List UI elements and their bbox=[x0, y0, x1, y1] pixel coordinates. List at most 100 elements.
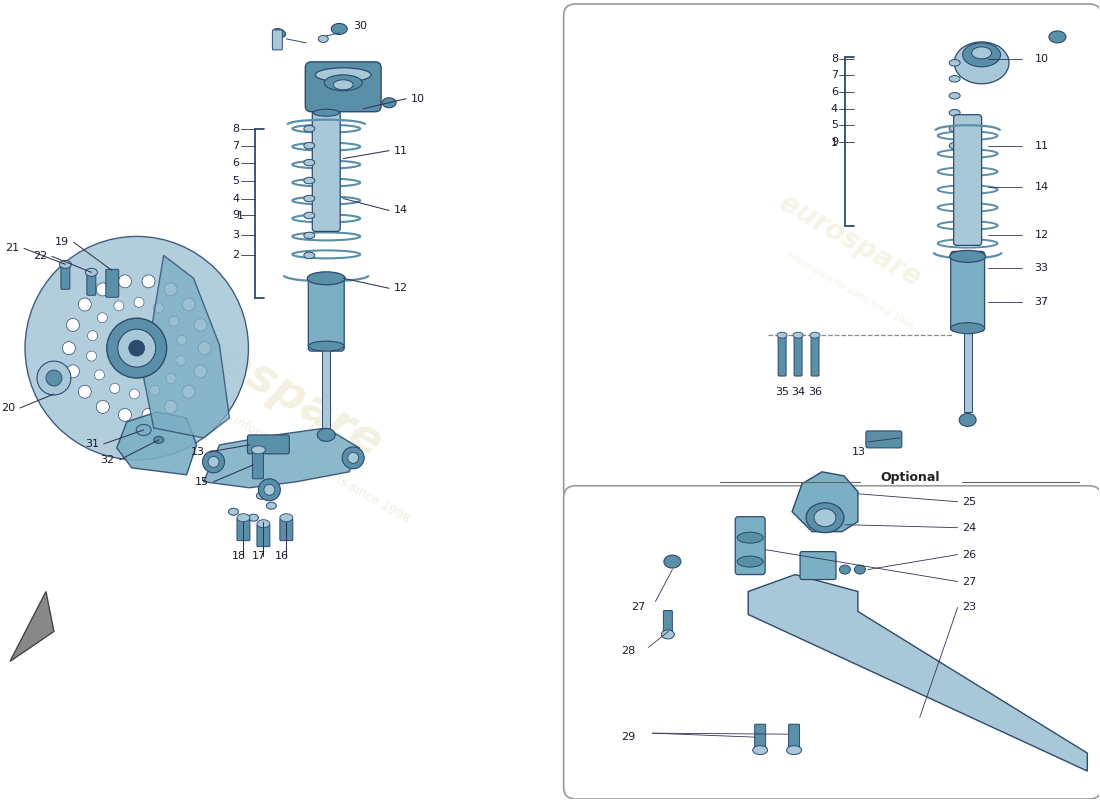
Polygon shape bbox=[117, 412, 197, 475]
Circle shape bbox=[264, 484, 275, 495]
FancyBboxPatch shape bbox=[248, 435, 289, 454]
Circle shape bbox=[134, 298, 144, 307]
Ellipse shape bbox=[971, 47, 991, 59]
Text: 33: 33 bbox=[1034, 263, 1048, 274]
Ellipse shape bbox=[959, 414, 976, 426]
Circle shape bbox=[63, 342, 76, 354]
Circle shape bbox=[164, 400, 177, 414]
Circle shape bbox=[208, 456, 219, 467]
Ellipse shape bbox=[316, 68, 371, 82]
Text: 34: 34 bbox=[791, 387, 805, 397]
Ellipse shape bbox=[273, 29, 286, 38]
Circle shape bbox=[97, 283, 109, 296]
Text: 12: 12 bbox=[1034, 230, 1048, 241]
Text: 4: 4 bbox=[830, 104, 838, 114]
Circle shape bbox=[194, 318, 207, 331]
Text: 19: 19 bbox=[55, 238, 69, 247]
Circle shape bbox=[166, 374, 176, 383]
Ellipse shape bbox=[236, 514, 250, 522]
Polygon shape bbox=[10, 591, 54, 662]
Text: eurospare: eurospare bbox=[133, 293, 389, 467]
Circle shape bbox=[119, 275, 131, 288]
FancyBboxPatch shape bbox=[866, 431, 902, 448]
FancyBboxPatch shape bbox=[663, 610, 672, 633]
Circle shape bbox=[194, 365, 207, 378]
Text: 30: 30 bbox=[353, 21, 367, 31]
FancyBboxPatch shape bbox=[279, 518, 293, 541]
Ellipse shape bbox=[314, 110, 339, 116]
Ellipse shape bbox=[304, 232, 315, 238]
Text: 17: 17 bbox=[252, 550, 265, 561]
Ellipse shape bbox=[949, 60, 960, 66]
Circle shape bbox=[97, 313, 108, 322]
Ellipse shape bbox=[949, 93, 960, 99]
Circle shape bbox=[164, 283, 177, 296]
Circle shape bbox=[37, 361, 70, 395]
Ellipse shape bbox=[949, 126, 960, 132]
Ellipse shape bbox=[855, 565, 866, 574]
Polygon shape bbox=[144, 255, 230, 438]
Ellipse shape bbox=[664, 555, 681, 568]
Circle shape bbox=[183, 298, 195, 311]
Ellipse shape bbox=[382, 98, 396, 108]
Text: 12: 12 bbox=[394, 283, 408, 294]
Ellipse shape bbox=[136, 425, 151, 435]
Text: Optional: Optional bbox=[880, 471, 939, 484]
Circle shape bbox=[150, 386, 160, 395]
Ellipse shape bbox=[154, 437, 164, 443]
Ellipse shape bbox=[324, 75, 362, 90]
FancyBboxPatch shape bbox=[950, 251, 984, 331]
Circle shape bbox=[118, 329, 156, 367]
FancyBboxPatch shape bbox=[106, 270, 119, 298]
Circle shape bbox=[258, 479, 280, 501]
FancyBboxPatch shape bbox=[273, 30, 283, 50]
Text: 18: 18 bbox=[231, 550, 245, 561]
FancyBboxPatch shape bbox=[811, 336, 819, 376]
Text: 16: 16 bbox=[274, 550, 288, 561]
Circle shape bbox=[202, 451, 224, 473]
Text: 11: 11 bbox=[1034, 141, 1048, 150]
Ellipse shape bbox=[318, 35, 328, 42]
Ellipse shape bbox=[307, 272, 345, 285]
FancyBboxPatch shape bbox=[306, 62, 381, 112]
Circle shape bbox=[114, 301, 124, 311]
Ellipse shape bbox=[304, 195, 315, 202]
Ellipse shape bbox=[59, 260, 72, 268]
Ellipse shape bbox=[304, 126, 315, 132]
Text: information for parts since 1998: information for parts since 1998 bbox=[231, 414, 411, 526]
Text: 20: 20 bbox=[1, 403, 15, 413]
Text: 26: 26 bbox=[961, 550, 976, 560]
Text: 1: 1 bbox=[830, 138, 838, 148]
Ellipse shape bbox=[737, 532, 763, 543]
Text: 27: 27 bbox=[961, 577, 976, 586]
Ellipse shape bbox=[810, 332, 820, 338]
Text: 36: 36 bbox=[808, 387, 822, 397]
Text: 21: 21 bbox=[4, 243, 19, 254]
Circle shape bbox=[142, 409, 155, 422]
Ellipse shape bbox=[279, 514, 293, 522]
Text: 6: 6 bbox=[830, 86, 838, 97]
Ellipse shape bbox=[331, 23, 348, 34]
Text: 25: 25 bbox=[961, 497, 976, 506]
Ellipse shape bbox=[304, 159, 315, 166]
Circle shape bbox=[107, 318, 166, 378]
Circle shape bbox=[25, 237, 249, 460]
FancyBboxPatch shape bbox=[308, 275, 344, 351]
Text: 8: 8 bbox=[830, 54, 838, 64]
Ellipse shape bbox=[86, 268, 97, 276]
Ellipse shape bbox=[1049, 31, 1066, 43]
Ellipse shape bbox=[950, 322, 984, 334]
Text: 13: 13 bbox=[190, 447, 205, 457]
FancyBboxPatch shape bbox=[563, 4, 1100, 502]
FancyBboxPatch shape bbox=[800, 552, 836, 579]
FancyBboxPatch shape bbox=[755, 724, 766, 750]
Ellipse shape bbox=[304, 252, 315, 258]
Text: 24: 24 bbox=[961, 522, 976, 533]
FancyBboxPatch shape bbox=[954, 114, 981, 246]
Ellipse shape bbox=[962, 43, 1001, 67]
Text: 7: 7 bbox=[232, 141, 240, 150]
Ellipse shape bbox=[304, 178, 315, 184]
Ellipse shape bbox=[814, 509, 836, 526]
Ellipse shape bbox=[949, 110, 960, 116]
Circle shape bbox=[119, 409, 131, 422]
